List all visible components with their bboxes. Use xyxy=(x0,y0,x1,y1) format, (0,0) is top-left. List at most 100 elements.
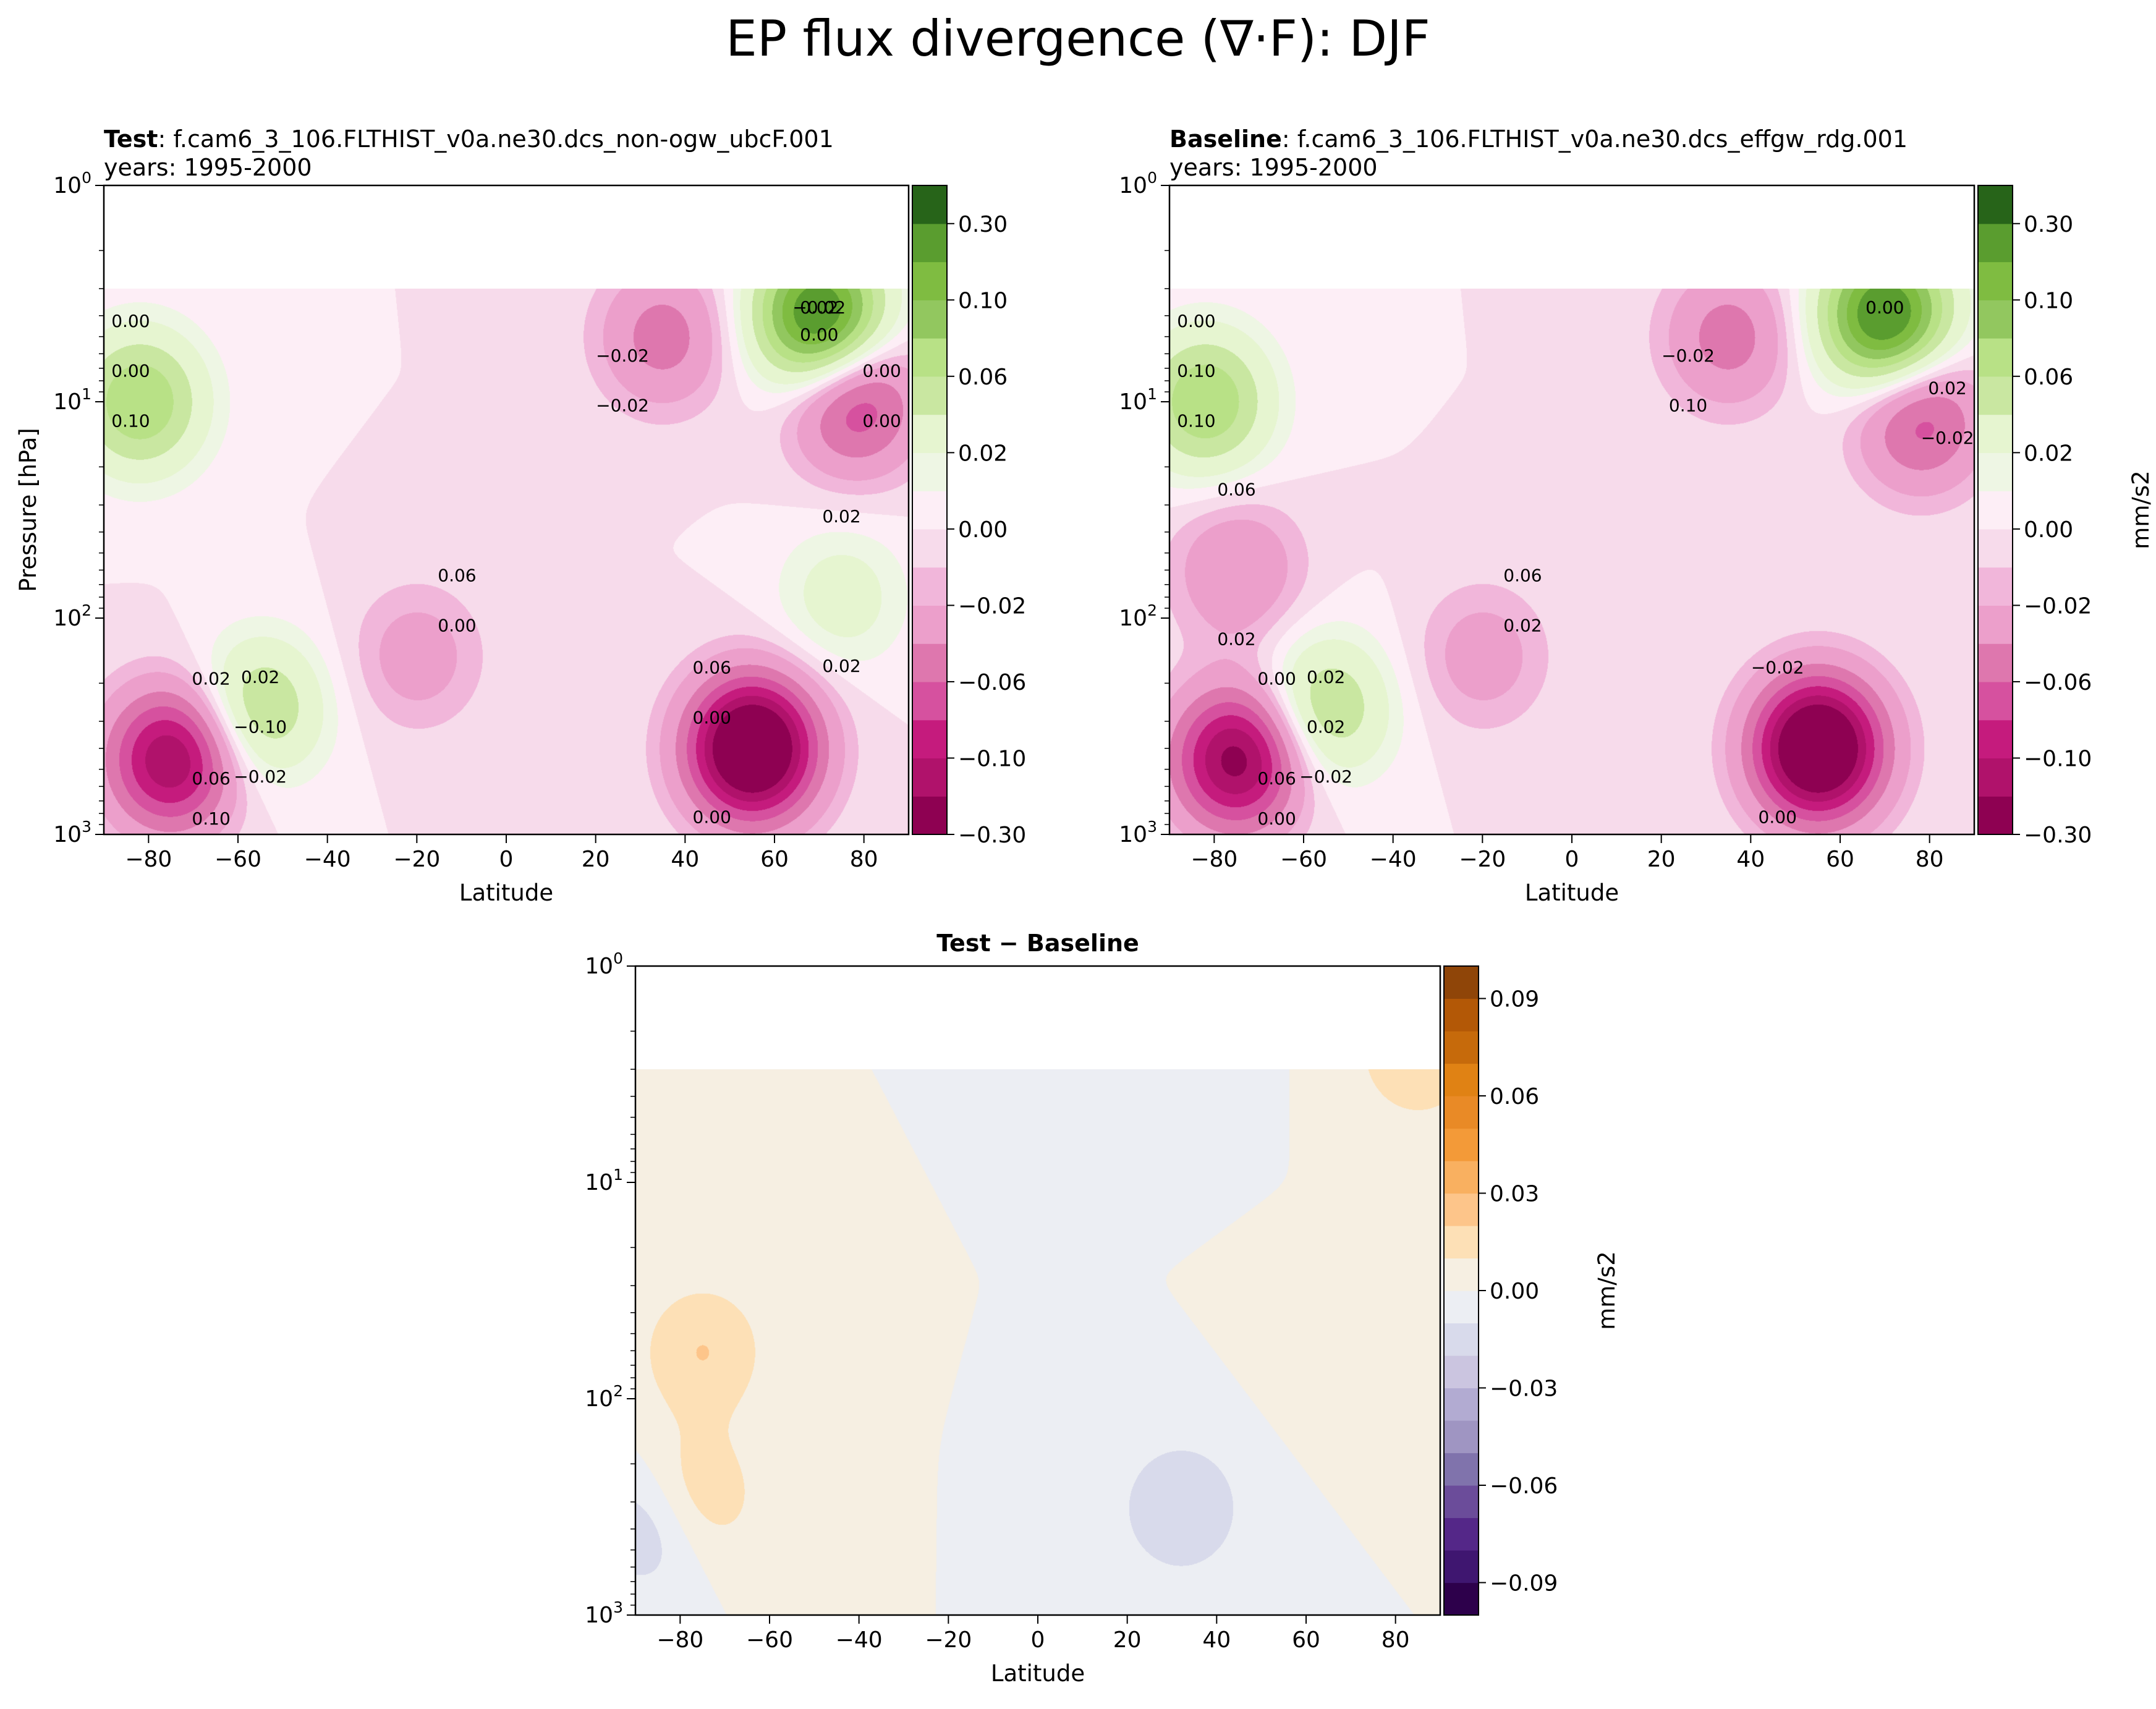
colorbar-tick-label: 0.00 xyxy=(2024,517,2073,543)
colorbar-segment xyxy=(1978,414,2013,453)
colorbar-tick-label: 0.30 xyxy=(958,212,1008,237)
contour-label: 0.00 xyxy=(1257,669,1296,689)
y-tick-label: 100 xyxy=(585,949,623,979)
contour-label: 0.02 xyxy=(192,669,230,689)
x-tick-label: 40 xyxy=(1736,847,1765,872)
colorbar-segment xyxy=(912,414,947,453)
y-tick-label: 100 xyxy=(53,169,91,198)
colorbar-tick-label: −0.30 xyxy=(958,823,1026,848)
contour-label: 0.02 xyxy=(1307,667,1345,687)
y-tick-label: 103 xyxy=(53,818,91,847)
y-tick-label: 101 xyxy=(53,385,91,415)
contour-label: 0.00 xyxy=(800,324,838,345)
colorbar-segment xyxy=(1444,1258,1479,1291)
panel-title: Baseline: f.cam6_3_106.FLTHIST_v0a.ne30.… xyxy=(1169,125,1908,153)
y-tick-label: 102 xyxy=(1119,601,1157,631)
colorbar-tick-label: −0.06 xyxy=(958,670,1026,695)
contour-label: −0.02 xyxy=(596,396,649,416)
colorbar-segment xyxy=(1444,1388,1479,1421)
colorbar-segment xyxy=(912,719,947,759)
colorbar-segment xyxy=(912,261,947,300)
contour-label: 0.02 xyxy=(1307,717,1345,737)
colorbar-segment xyxy=(1978,261,2013,300)
colorbar-tick-label: −0.06 xyxy=(1490,1474,1558,1499)
colorbar-segment xyxy=(1978,567,2013,606)
contour-label: 0.02 xyxy=(822,656,860,676)
colorbar-segment xyxy=(912,185,947,224)
colorbar-tick-label: −0.10 xyxy=(958,746,1026,771)
figure-title: EP flux divergence (∇·F): DJF xyxy=(726,10,1430,67)
colorbar-segment xyxy=(1444,1096,1479,1129)
contour-label: 0.00 xyxy=(1865,297,1904,318)
contour-label: 0.02 xyxy=(241,667,279,687)
x-tick-label: −20 xyxy=(925,1627,972,1653)
colorbar-segment xyxy=(912,605,947,644)
contour-label: 0.06 xyxy=(1257,768,1296,789)
colorbar-segment xyxy=(912,223,947,263)
colorbar-tick-label: 0.09 xyxy=(1490,987,1539,1012)
colorbar-segment xyxy=(1978,681,2013,721)
panel-title: Test: f.cam6_3_106.FLTHIST_v0a.ne30.dcs_… xyxy=(104,125,834,153)
colorbar-segment xyxy=(912,452,947,491)
contour-label: −0.10 xyxy=(234,717,287,737)
colorbar-tick-label: 0.06 xyxy=(958,365,1008,390)
colorbar-segment xyxy=(1978,643,2013,682)
colorbar-segment xyxy=(1978,758,2013,797)
x-tick-label: 0 xyxy=(1565,847,1579,872)
difference-panel: −80 −60 −40 −20 0 20 40 60 80 Latitude 100 101 102 10… xyxy=(585,930,1620,1687)
x-axis-label: Latitude xyxy=(991,1660,1085,1687)
colorbar-tick-label: 0.10 xyxy=(958,288,1008,313)
contour-label: 0.06 xyxy=(1217,479,1255,499)
colorbar-segment xyxy=(1978,796,2013,835)
colorbar-segment xyxy=(1444,1291,1479,1324)
colorbar-segment xyxy=(912,528,947,568)
contour-label: −0.02 xyxy=(1751,658,1804,678)
contour-label: 0.06 xyxy=(438,566,476,586)
y-tick-label: 101 xyxy=(1119,385,1157,415)
y-tick-label: 103 xyxy=(1119,818,1157,847)
colorbar-segment xyxy=(1444,1323,1479,1356)
x-tick-label: −60 xyxy=(214,847,261,872)
colorbar-segment xyxy=(1444,1452,1479,1486)
x-tick-label: −40 xyxy=(1370,847,1417,872)
colorbar-segment xyxy=(1978,300,2013,339)
colorbar-frame xyxy=(1977,185,2013,835)
colorbar-segment xyxy=(1444,1517,1479,1551)
colorbar-segment xyxy=(1444,1161,1479,1194)
x-tick-label: −20 xyxy=(1459,847,1506,872)
x-tick-label: −80 xyxy=(125,847,172,872)
colorbar-tick-label: 0.03 xyxy=(1490,1182,1539,1207)
colorbar-segment xyxy=(1444,1485,1479,1519)
colorbar-tick-label: 0.30 xyxy=(2024,212,2073,237)
field-raster xyxy=(635,1069,1440,1615)
colorbar-tick-label: −0.10 xyxy=(2024,746,2092,771)
contour-label: −0.02 xyxy=(1921,428,1974,448)
x-tick-label: −20 xyxy=(393,847,440,872)
colorbar-segment xyxy=(912,376,947,415)
colorbar-segment xyxy=(912,300,947,339)
colorbar-segment xyxy=(1444,1355,1479,1389)
panel-title: Test − Baseline xyxy=(936,930,1139,957)
colorbar-segment xyxy=(1444,1031,1479,1064)
x-axis-label: Latitude xyxy=(1525,880,1619,906)
colorbar-segment xyxy=(912,338,947,377)
colorbar-segment xyxy=(1978,491,2013,530)
y-tick-label: 101 xyxy=(585,1166,623,1195)
y-tick-label: 102 xyxy=(53,601,91,631)
x-tick-label: −80 xyxy=(1190,847,1237,872)
colorbar-segment xyxy=(912,796,947,835)
colorbar-segment xyxy=(1444,1128,1479,1161)
colorbar-tick-label: 0.00 xyxy=(958,517,1008,543)
colorbar-segment xyxy=(1978,528,2013,568)
x-tick-label: −40 xyxy=(836,1627,883,1653)
colorbar-label: mm/s2 xyxy=(2128,470,2154,549)
colorbar-segment xyxy=(1444,1193,1479,1226)
x-tick-label: 80 xyxy=(850,847,878,872)
colorbar-segment xyxy=(912,567,947,606)
x-tick-label: 20 xyxy=(582,847,610,872)
colorbar-segment xyxy=(1978,605,2013,644)
colorbar-segment xyxy=(912,643,947,682)
contour-label: 0.00 xyxy=(862,361,901,381)
colorbar-tick-label: −0.02 xyxy=(2024,593,2092,619)
